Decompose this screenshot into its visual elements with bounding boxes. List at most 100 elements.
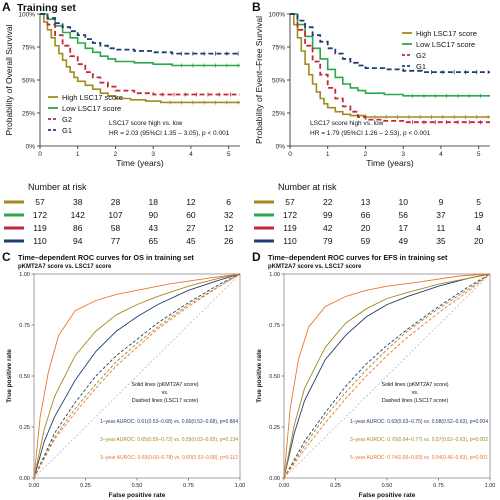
y-tick-label: 1.00 xyxy=(269,272,280,278)
roc-curve-orange-solid xyxy=(33,273,241,479)
reference-diagonal xyxy=(33,273,241,479)
x-tick-label: 0.50 xyxy=(382,483,393,489)
roc-curve-high-solid xyxy=(33,273,241,479)
legend-text: vs. xyxy=(412,390,419,396)
y-tick-label: 50% xyxy=(272,78,285,85)
y-tick-label: 0.50 xyxy=(19,374,30,380)
risk-cell: 86 xyxy=(73,223,83,233)
km-curve-high xyxy=(40,13,240,104)
y-axis-label: Probability of Event–Free Survival xyxy=(254,16,264,144)
risk-cell: 142 xyxy=(71,210,85,220)
y-tick-label: 25% xyxy=(272,111,285,118)
chart-title: Training set xyxy=(17,2,76,14)
x-tick-label: 4 xyxy=(189,151,193,158)
auc-text-high: 3–year AUROC: 0.65(0.59–0.72) vs. 0.59(0… xyxy=(100,437,238,443)
risk-cell: 79 xyxy=(323,236,333,246)
risk-cell: 12 xyxy=(224,223,234,233)
y-tick-label: 0.00 xyxy=(269,476,280,482)
km-curve-high xyxy=(290,13,490,118)
legend-label: Low LSC17 score xyxy=(416,40,475,49)
legend-label: High LSC17 score xyxy=(62,93,123,102)
risk-cell: 60 xyxy=(186,210,196,220)
auc-text-orange: 5–year AUROC: 0.69(0.60–0.78) vs. 0.60(0… xyxy=(100,455,238,461)
x-tick-label: 3 xyxy=(401,151,405,158)
risk-cell: 12 xyxy=(186,197,196,207)
risk-cell: 59 xyxy=(361,236,371,246)
x-tick-label: 3 xyxy=(151,151,155,158)
y-tick-label: 0.00 xyxy=(19,476,30,482)
km-curve-low xyxy=(40,13,240,67)
y-axis-label: True positive rate xyxy=(256,349,263,403)
x-tick-label: 0.50 xyxy=(132,483,143,489)
legend-label: Low LSC17 score xyxy=(62,104,121,113)
risk-cell: 172 xyxy=(33,210,47,220)
x-tick-label: 0.00 xyxy=(29,483,40,489)
risk-cell: 49 xyxy=(398,236,408,246)
y-tick-label: 75% xyxy=(272,45,285,52)
y-tick-label: 50% xyxy=(22,78,35,85)
x-tick-label: 0.25 xyxy=(80,483,91,489)
risk-cell: 107 xyxy=(108,210,122,220)
km-curve-g2 xyxy=(290,13,490,124)
roc-panel-d: D Time–dependent ROC curves for EFS in tr… xyxy=(250,250,500,500)
risk-cell: 32 xyxy=(224,210,234,220)
risk-cell: 13 xyxy=(361,197,371,207)
reference-diagonal xyxy=(283,273,491,479)
auc-text-orange: 5–year AUROC: 0.74(0.66–0.83) vs. 0.54(0… xyxy=(350,455,488,461)
roc-curve-navy-solid xyxy=(283,273,491,479)
roc-curve-navy-solid xyxy=(33,273,241,479)
x-tick-label: 0.75 xyxy=(433,483,444,489)
risk-cell: 119 xyxy=(33,223,47,233)
x-tick-label: 0.25 xyxy=(330,483,341,489)
legend-text: Dashed lines (LSC17 score) xyxy=(382,398,448,404)
auc-text-navy: 1–year AUROC: 0.61(0.53–0.68) vs. 0.60(0… xyxy=(100,419,238,425)
y-tick-label: 0.25 xyxy=(19,425,30,431)
legend-text: Dashed lines (LSC17 score) xyxy=(132,398,198,404)
x-axis-label: Time (years) xyxy=(116,158,164,168)
x-axis-label: False positive rate xyxy=(109,492,166,499)
risk-cell: 20 xyxy=(474,236,484,246)
risk-cell: 6 xyxy=(226,197,231,207)
km-curve-g1 xyxy=(40,13,240,55)
y-axis-label: Probability of Overall Survival xyxy=(4,24,14,135)
x-tick-label: 0 xyxy=(38,151,42,158)
y-tick-label: 25% xyxy=(22,111,35,118)
risk-cell: 35 xyxy=(436,236,446,246)
y-tick-label: 0.25 xyxy=(269,425,280,431)
risk-cell: 27 xyxy=(186,223,196,233)
risk-cell: 119 xyxy=(283,223,297,233)
risk-cell: 20 xyxy=(361,223,371,233)
risk-cell: 110 xyxy=(33,236,47,246)
roc-curve-high-dashed xyxy=(283,273,491,479)
km-chart-b: B 0% 25% 50% 75% 100% 0 1 2 3 4 5 Time (years) Probab… xyxy=(252,0,490,246)
annotation-text: LSC17 score high vs. low xyxy=(109,120,183,127)
roc-chart-c: C Time–dependent ROC curves for OS in tra… xyxy=(2,250,245,499)
y-tick-label: 75% xyxy=(22,45,35,52)
x-tick-label: 5 xyxy=(227,151,231,158)
legend-label: G1 xyxy=(416,62,426,71)
y-tick-label: 0% xyxy=(26,144,36,151)
x-tick-label: 0.75 xyxy=(183,483,194,489)
y-tick-label: 0.75 xyxy=(19,323,30,329)
y-tick-label: 0.75 xyxy=(269,323,280,329)
risk-cell: 18 xyxy=(148,197,158,207)
y-tick-label: 100% xyxy=(268,12,285,19)
legend-text: Solid lines (pKMT2A7 score) xyxy=(381,382,448,388)
risk-table-title: Number at risk xyxy=(278,182,337,192)
roc-panel-c: C Time–dependent ROC curves for OS in tra… xyxy=(0,250,250,500)
annotation-text: LSC17 score high vs. low xyxy=(310,120,384,127)
chart-title: Time–dependent ROC curves for OS in trai… xyxy=(18,253,194,262)
risk-cell: 10 xyxy=(398,197,408,207)
risk-cell: 57 xyxy=(35,197,45,207)
risk-table-title: Number at risk xyxy=(28,182,87,192)
risk-cell: 65 xyxy=(148,236,158,246)
auc-text-navy: 1–year AUROC: 0.69(0.63–0.75) vs. 0.58(0… xyxy=(350,419,488,425)
risk-cell: 37 xyxy=(436,210,446,220)
km-curve-g1 xyxy=(290,13,490,73)
roc-curve-high-solid xyxy=(283,273,491,479)
risk-cell: 38 xyxy=(73,197,83,207)
risk-cell: 172 xyxy=(283,210,297,220)
x-tick-label: 1 xyxy=(326,151,330,158)
y-tick-label: 100% xyxy=(18,12,35,19)
y-tick-label: 0.50 xyxy=(269,374,280,380)
